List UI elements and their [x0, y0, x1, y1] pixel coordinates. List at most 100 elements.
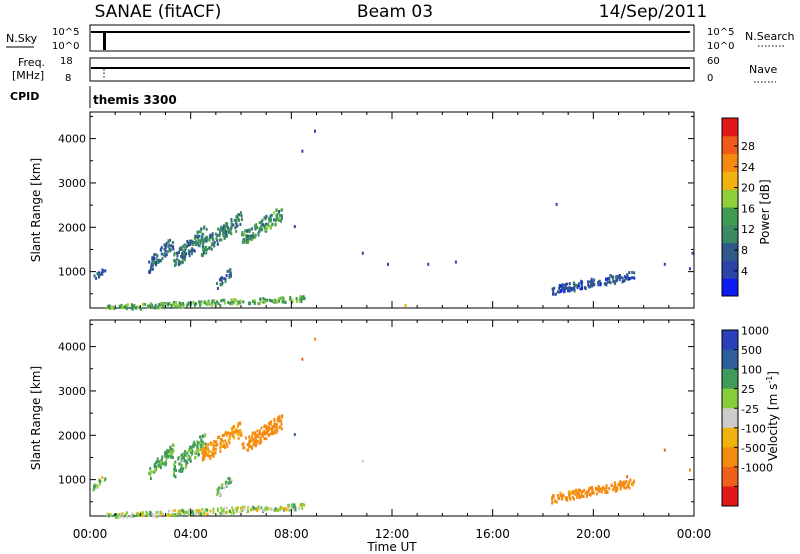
data-point [269, 219, 272, 223]
data-point [197, 239, 200, 243]
data-point [181, 305, 184, 309]
power-colorbar: 28 24 20 16 12 8 4 [721, 117, 755, 297]
data-point [586, 492, 589, 496]
data-point [605, 484, 608, 488]
data-point [157, 463, 160, 467]
data-point [195, 242, 198, 245]
data-point [204, 442, 207, 446]
data-point [138, 306, 141, 310]
data-point [277, 508, 280, 512]
data-point [269, 217, 272, 221]
data-point [251, 508, 254, 512]
data-point [189, 239, 192, 243]
colorbar-tick-label: -25 [741, 403, 759, 416]
nave-tick-bottom: 0 [707, 73, 713, 84]
data-point [223, 506, 226, 510]
data-point [222, 231, 225, 235]
data-point [260, 224, 263, 228]
x-tick-label: 04:00 [173, 527, 208, 541]
data-point [274, 507, 277, 511]
data-point [619, 487, 622, 491]
data-point [224, 446, 227, 449]
data-point [631, 483, 634, 487]
data-point [207, 443, 210, 447]
data-point [164, 244, 167, 247]
colorbar-tick-label: -1000 [741, 461, 773, 474]
data-point [281, 414, 284, 418]
data-point [267, 222, 270, 226]
data-point [206, 448, 209, 452]
data-point [137, 513, 140, 517]
data-point [294, 505, 297, 509]
data-point [205, 251, 208, 255]
data-point [575, 489, 578, 493]
data-point [170, 244, 173, 248]
data-point [154, 303, 157, 307]
data-point [98, 275, 100, 279]
data-point [228, 273, 231, 277]
data-point [204, 508, 207, 511]
data-point [165, 457, 168, 461]
data-point [218, 233, 221, 237]
data-point [156, 258, 159, 262]
colorbar-swatch [722, 486, 738, 507]
data-point [614, 489, 617, 493]
data-point [207, 299, 210, 303]
data-point [203, 226, 205, 230]
y-tick-label: 4000 [58, 133, 86, 146]
data-point [587, 283, 590, 287]
data-point [624, 482, 627, 486]
data-point [187, 513, 190, 517]
data-point [125, 307, 128, 311]
data-point [280, 427, 283, 431]
data-point [154, 253, 157, 256]
frequency-panel: Freq. [MHz] 18 8 60 0 Nave [12, 56, 777, 84]
data-point [186, 451, 189, 455]
data-point [148, 260, 151, 264]
data-point [211, 232, 214, 236]
data-point [173, 259, 176, 263]
data-point [200, 301, 203, 305]
data-point [182, 511, 185, 515]
data-point [159, 461, 162, 465]
noise-sky-tick-bottom: 10^0 [52, 41, 79, 52]
data-point [291, 298, 294, 302]
data-point [140, 511, 142, 515]
data-point [156, 254, 159, 258]
data-point [290, 506, 293, 510]
data-point [212, 444, 215, 448]
data-point [269, 214, 272, 218]
data-point [195, 240, 198, 244]
data-point [263, 429, 266, 433]
data-point [253, 224, 256, 228]
data-point [244, 436, 247, 440]
data-point [228, 434, 231, 438]
data-point [180, 469, 183, 473]
data-point [219, 438, 222, 441]
data-point [262, 431, 265, 435]
data-point [314, 129, 316, 133]
data-point [275, 431, 278, 435]
data-point [118, 304, 121, 308]
data-point [221, 510, 224, 514]
data-point [573, 285, 576, 289]
data-point [226, 222, 229, 226]
data-point [628, 277, 631, 281]
data-point [186, 511, 189, 515]
velocity-ylabel: Slant Range [km] [29, 366, 43, 470]
data-point [277, 211, 280, 215]
data-point [201, 434, 204, 438]
data-point [299, 295, 302, 299]
data-point [211, 241, 214, 245]
data-point [144, 302, 147, 306]
data-point [581, 287, 583, 291]
data-point [691, 251, 694, 255]
data-point [188, 254, 191, 258]
data-point [237, 431, 240, 435]
data-point [153, 261, 156, 265]
colorbar-swatch [722, 466, 738, 487]
data-point [241, 443, 244, 447]
data-point [201, 458, 204, 462]
data-point [361, 459, 364, 463]
data-point [177, 304, 180, 308]
